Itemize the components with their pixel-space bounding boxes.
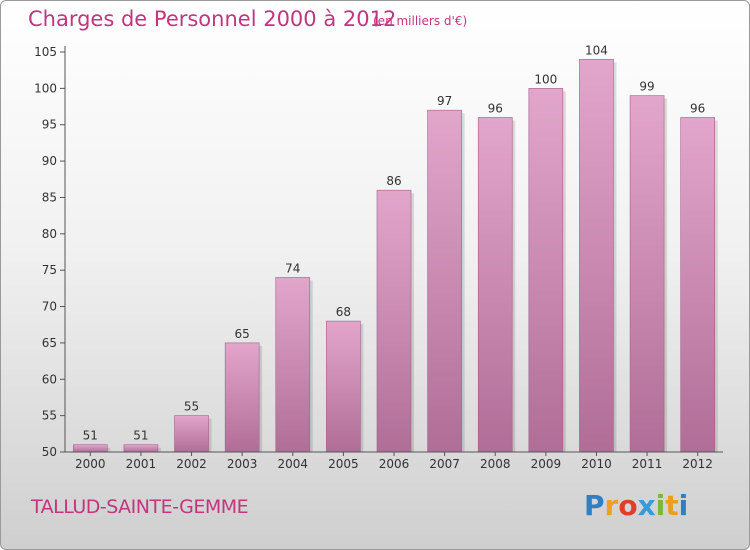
- x-axis: 2000 2001 2002 2003 2004 2005 2006 2007 2008 2009…: [65, 451, 723, 471]
- y-tick-label: 100: [34, 81, 57, 95]
- bar: [73, 444, 108, 453]
- x-tick-label: 2008: [480, 457, 511, 471]
- bar-value-label: 100: [534, 72, 557, 86]
- bar-value-label: 51: [83, 429, 98, 443]
- bar-value-label: 51: [133, 429, 148, 443]
- x-tick-label: 2003: [227, 457, 258, 471]
- proxiti-logo[interactable]: Proxiti: [584, 489, 688, 522]
- bar: [680, 117, 715, 453]
- bar: [174, 415, 209, 453]
- y-tick-label: 80: [42, 227, 57, 241]
- y-tick-label: 95: [42, 118, 57, 132]
- bar: [326, 320, 361, 453]
- x-tick-label: 2009: [531, 457, 562, 471]
- logo-letter: o: [618, 489, 638, 522]
- y-tick-label: 90: [42, 154, 57, 168]
- y-axis: 50 55 60 65 70 75 80 85 90 95 100 105: [34, 45, 66, 459]
- x-tick-label: 2010: [581, 457, 612, 471]
- x-tick-label: 2005: [328, 457, 359, 471]
- bar: [123, 444, 159, 453]
- y-tick-label: 75: [42, 263, 57, 277]
- bar-value-label: 97: [437, 94, 452, 108]
- x-tick-label: 2002: [176, 457, 207, 471]
- logo-letter: P: [584, 489, 605, 522]
- commune-name: TALLUD-SAINTE-GEMME: [31, 496, 249, 518]
- y-tick-label: 70: [42, 300, 57, 314]
- bar: [376, 189, 412, 453]
- logo-letter: i: [678, 489, 689, 522]
- x-tick-label: 2006: [379, 457, 410, 471]
- y-tick-label: 60: [42, 372, 57, 386]
- logo-letter: x: [637, 489, 656, 522]
- x-tick-label: 2004: [277, 457, 308, 471]
- x-tick-label: 2001: [126, 457, 157, 471]
- x-tick-label: 2000: [75, 457, 106, 471]
- bar-value-label: 74: [285, 261, 300, 275]
- y-tick-label: 50: [42, 445, 57, 459]
- bar: [579, 58, 614, 453]
- x-tick-label: 2012: [682, 457, 713, 471]
- y-tick-label: 65: [42, 336, 57, 350]
- y-tick-label: 55: [42, 409, 57, 423]
- bar-value-label: 96: [488, 101, 503, 115]
- logo-letter: r: [604, 489, 619, 522]
- bar: [528, 88, 564, 453]
- logo-letter: i: [655, 489, 666, 522]
- bar-value-label: 65: [235, 327, 250, 341]
- bars: 51 51 55 65 74 68 86 97 96 100 104 99 96: [73, 43, 718, 453]
- bar-value-label: 104: [585, 43, 608, 57]
- bar: [629, 95, 665, 453]
- y-tick-label: 105: [34, 45, 57, 59]
- x-tick-label: 2011: [632, 457, 663, 471]
- bar-value-label: 96: [690, 101, 705, 115]
- bar: [275, 277, 311, 453]
- bar: [224, 342, 260, 453]
- bar: [427, 109, 462, 453]
- y-tick-label: 85: [42, 190, 57, 204]
- x-tick-label: 2007: [429, 457, 460, 471]
- bar-value-label: 68: [336, 305, 351, 319]
- bar-value-label: 55: [184, 400, 199, 414]
- bar-value-label: 99: [639, 80, 654, 94]
- chart-subtitle: (en milliers d'€): [373, 14, 468, 28]
- bar: [477, 117, 513, 453]
- bar-value-label: 86: [386, 174, 401, 188]
- logo-letter: t: [665, 489, 679, 522]
- chart-title: Charges de Personnel 2000 à 2012: [28, 7, 397, 31]
